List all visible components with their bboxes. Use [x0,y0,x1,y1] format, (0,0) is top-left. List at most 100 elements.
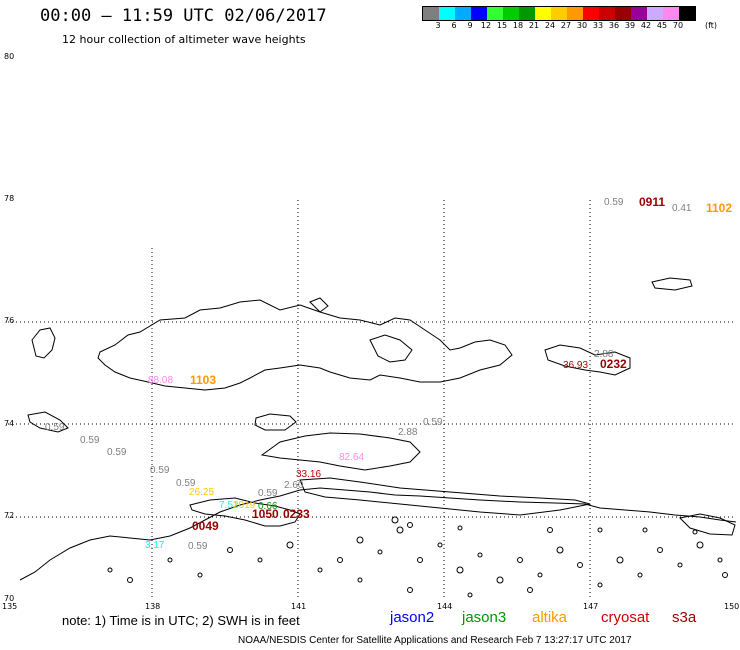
observation-time-label: 0911 [639,195,665,209]
longitude-label: 135 [2,602,18,611]
color-swatch [535,7,551,20]
wave-height-label: 88.08 [148,375,173,386]
color-scale-label: 24 [544,21,556,30]
color-scale-bar [422,6,696,21]
latitude-label: 72 [4,511,15,520]
longitude-label: 144 [437,602,453,611]
delta-coast [189,497,301,527]
lagoon [369,334,413,363]
wave-height-label: 26.25 [189,487,214,498]
color-swatch [647,7,663,20]
legend-item-jason2: jason2 [390,609,435,626]
footer-credit: NOAA/NESDIS Center for Satellite Applica… [238,635,632,646]
observation-time-label: 0049 [192,519,219,533]
color-swatch [679,7,695,20]
color-swatch [551,7,567,20]
wave-height-label: 0.59 [80,435,100,446]
wave-height-label: 2.60 [284,480,304,491]
color-scale-label: 15 [496,21,508,30]
latitude-label: 70 [4,594,15,603]
mainland-coast [19,487,737,581]
color-swatch [503,7,519,20]
legend-item-altika: altika [532,609,568,626]
latitude-label: 78 [4,194,15,203]
color-swatch [583,7,599,20]
color-swatch [663,7,679,20]
landmass-north [97,299,513,391]
graticule [8,200,736,600]
color-swatch [567,7,583,20]
wave-height-label: 0.59 [258,488,278,499]
lakes [107,516,728,598]
color-swatch [631,7,647,20]
island-small-north [309,297,329,313]
wave-height-label: 2.88 [398,427,418,438]
island-mid-2 [260,432,421,471]
legend-item-cryosat: cryosat [601,609,650,626]
color-swatch [599,7,615,20]
wave-height-label: 7.51 [219,500,239,511]
island-ne [651,277,693,291]
color-scale-label: 21 [528,21,540,30]
footer-note: note: 1) Time is in UTC; 2) SWH is in fe… [62,613,300,628]
observation-time-label: 0232 [600,357,627,371]
color-swatch [439,7,455,20]
wave-height-label: 0.66 [258,501,278,512]
wave-height-label: 2.88 [594,349,614,360]
wave-height-label: 82.64 [339,452,364,463]
color-scale-label: 18 [512,21,524,30]
color-swatch [471,7,487,20]
latitude-label: 76 [4,316,15,325]
observation-time-label: 1050 [252,507,279,521]
color-scale-label: 12 [480,21,492,30]
color-scale-label: 30 [576,21,588,30]
wave-height-label: 0.59 [107,447,127,458]
wave-height-label: 0.41 [672,203,692,214]
page-title: 00:00 – 11:59 UTC 02/06/2017 [40,6,327,26]
color-scale-label: 27 [560,21,572,30]
legend-item-s3a: s3a [672,609,697,626]
wave-height-label: 0.59 [176,478,196,489]
color-scale-label: 36 [608,21,620,30]
island-east [544,344,631,376]
observation-time-label: 0234 [0,0,27,3]
wave-height-label: 0.59 [423,417,443,428]
color-scale-label: 9 [467,21,473,30]
color-scale-label: 39 [624,21,636,30]
observation-time-label: 1102 [706,201,732,215]
bay [678,513,736,536]
wave-height-label: 0.59 [604,197,624,208]
color-scale-label: 70 [672,21,684,30]
observation-time-label: 1103 [190,373,216,387]
island-west [31,327,56,359]
wave-height-label: 0.59 [188,541,208,552]
longitude-label: 138 [145,602,161,611]
latitude-label: 80 [4,52,15,61]
wave-height-label: 0.59 [150,465,170,476]
color-swatch [615,7,631,20]
coastline [19,277,737,598]
color-swatch [455,7,471,20]
color-scale-label: 33 [592,21,604,30]
wave-height-label: 3.17 [145,540,165,551]
color-scale-unit: (ft) [704,21,718,30]
color-scale-label: 45 [656,21,668,30]
color-scale-label: 6 [451,21,457,30]
color-swatch [423,7,439,20]
observation-time-label: 0233 [283,507,310,521]
latitude-label: 74 [4,419,15,428]
wave-height-label: 2019 [233,500,256,511]
wave-height-label: 36.93 [563,360,588,371]
color-swatch [519,7,535,20]
color-scale-label: 3 [435,21,441,30]
longitude-label: 147 [583,602,599,611]
color-swatch [487,7,503,20]
island-mid-1 [254,413,297,431]
island-sw [27,411,69,433]
longitude-label: 150 [724,602,740,611]
legend-item-jason3: jason3 [462,609,507,626]
longitude-label: 141 [291,602,307,611]
color-scale-label: 42 [640,21,652,30]
